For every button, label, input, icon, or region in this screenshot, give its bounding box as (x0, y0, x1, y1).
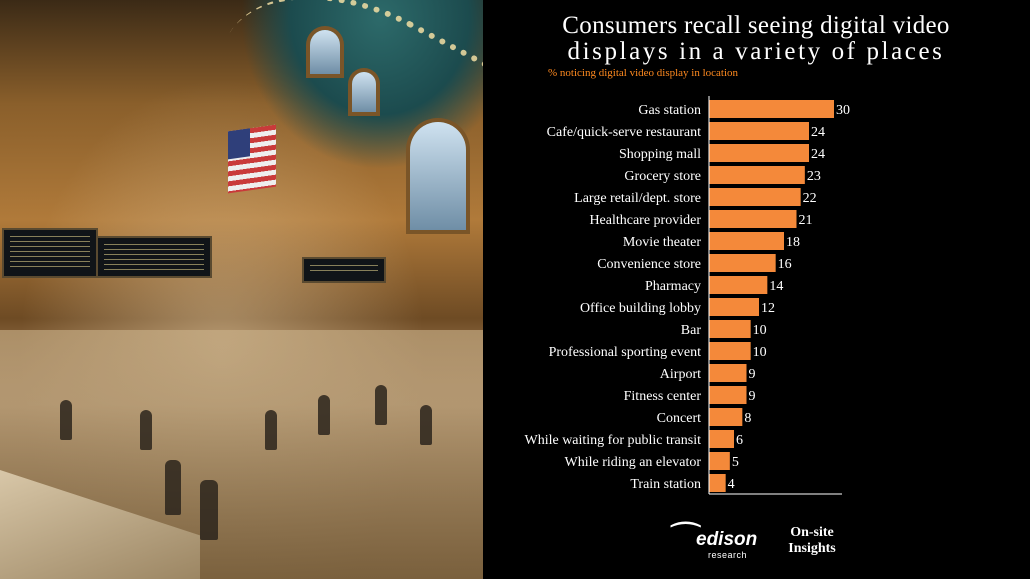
category-label: Healthcare provider (589, 213, 701, 228)
category-label: Grocery store (624, 169, 701, 184)
data-label: 24 (811, 125, 825, 140)
data-label: 22 (803, 191, 817, 206)
bar-11 (709, 342, 751, 360)
person-figure (375, 385, 387, 425)
person-figure (200, 480, 218, 540)
category-label: Shopping mall (619, 147, 701, 162)
person-figure (165, 460, 181, 515)
bar-series: Gas station 30 Cafe/quick-serve restaurant… (524, 100, 850, 492)
data-label: 30 (836, 103, 850, 118)
bar-0 (709, 100, 834, 118)
data-label: 23 (807, 169, 821, 184)
category-label: Large retail/dept. store (574, 191, 701, 206)
edison-logo-sub: research (708, 550, 748, 560)
background-photo (0, 0, 483, 579)
data-label: 5 (732, 455, 739, 470)
data-label: 10 (753, 345, 767, 360)
category-label: Fitness center (624, 389, 702, 404)
bar-12 (709, 364, 747, 382)
onsite-line-1: On-site (790, 525, 834, 540)
category-label: Bar (681, 323, 702, 338)
person-figure (265, 410, 277, 450)
bar-17 (709, 474, 726, 492)
data-label: 24 (811, 147, 825, 162)
bar-5 (709, 210, 797, 228)
bar-16 (709, 452, 730, 470)
category-label: Cafe/quick-serve restaurant (547, 125, 701, 140)
arched-window (410, 122, 466, 230)
person-figure (60, 400, 72, 440)
data-label: 16 (778, 257, 792, 272)
category-label: Movie theater (623, 235, 701, 250)
bar-3 (709, 166, 805, 184)
departure-board (2, 228, 98, 278)
bar-1 (709, 122, 809, 140)
arched-window-small (310, 30, 340, 74)
title-line-1: Consumers recall seeing digital video (562, 12, 950, 39)
bar-9 (709, 298, 759, 316)
data-label: 9 (749, 367, 756, 382)
category-label: Professional sporting event (549, 345, 702, 360)
data-label: 12 (761, 301, 775, 316)
edison-logo-icon: ⁀ (672, 522, 700, 562)
person-figure (420, 405, 432, 445)
onsite-line-2: Insights (788, 541, 836, 556)
bar-10 (709, 320, 751, 338)
bar-8 (709, 276, 768, 294)
category-label: While riding an elevator (565, 455, 702, 470)
category-label: While waiting for public transit (524, 433, 701, 448)
chart-subtitle: % noticing digital video display in loca… (548, 67, 739, 79)
edison-logo-name: edison (696, 529, 758, 550)
data-label: 18 (786, 235, 800, 250)
departure-board (96, 236, 212, 278)
data-label: 14 (769, 279, 783, 294)
arched-window-small-2 (352, 72, 376, 112)
data-label: 9 (749, 389, 756, 404)
bar-4 (709, 188, 801, 206)
bar-2 (709, 144, 809, 162)
title-line-2: displays in a variety of places (567, 38, 945, 65)
category-label: Pharmacy (645, 279, 701, 294)
category-label: Concert (657, 411, 701, 426)
person-figure (318, 395, 330, 435)
data-label: 21 (799, 213, 813, 228)
bar-7 (709, 254, 776, 272)
bar-15 (709, 430, 734, 448)
departure-board (302, 257, 386, 283)
bar-6 (709, 232, 784, 250)
data-label: 4 (728, 477, 735, 492)
data-label: 8 (744, 411, 751, 426)
category-label: Gas station (638, 103, 701, 118)
onsite-insights-logo: On-site Insights (772, 525, 852, 557)
edison-research-logo: ⁀ edison research (670, 522, 757, 562)
bar-14 (709, 408, 743, 426)
chart-title: Consumers recall seeing digital video di… (500, 13, 1012, 65)
category-label: Airport (660, 367, 701, 382)
category-label: Train station (630, 477, 701, 492)
category-label: Convenience store (597, 257, 701, 272)
person-figure (140, 410, 152, 450)
data-label: 10 (753, 323, 767, 338)
category-label: Office building lobby (580, 301, 701, 316)
bar-13 (709, 386, 747, 404)
data-label: 6 (736, 433, 743, 448)
